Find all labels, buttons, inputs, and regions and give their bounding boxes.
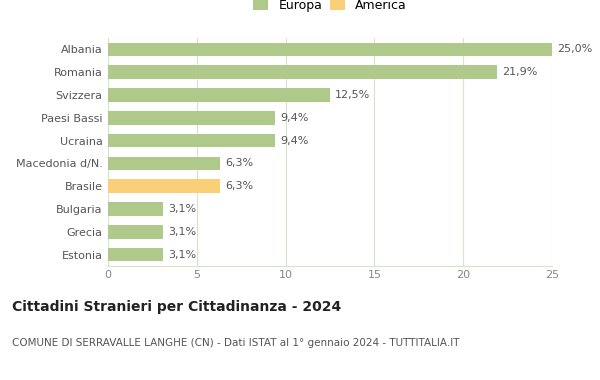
Text: COMUNE DI SERRAVALLE LANGHE (CN) - Dati ISTAT al 1° gennaio 2024 - TUTTITALIA.IT: COMUNE DI SERRAVALLE LANGHE (CN) - Dati …: [12, 338, 460, 348]
Text: 6,3%: 6,3%: [225, 181, 253, 191]
Bar: [108, 202, 163, 216]
Text: 9,4%: 9,4%: [280, 113, 308, 123]
Text: 25,0%: 25,0%: [557, 44, 593, 54]
Bar: [108, 134, 275, 147]
Bar: [108, 88, 330, 102]
Bar: [108, 248, 163, 261]
Legend: Europa, America: Europa, America: [253, 0, 407, 12]
Bar: [108, 157, 220, 170]
Bar: [108, 111, 275, 125]
Text: 9,4%: 9,4%: [280, 136, 308, 146]
Text: 6,3%: 6,3%: [225, 158, 253, 168]
Text: 3,1%: 3,1%: [169, 250, 197, 260]
Text: 21,9%: 21,9%: [502, 67, 538, 77]
Text: 12,5%: 12,5%: [335, 90, 371, 100]
Text: 3,1%: 3,1%: [169, 227, 197, 237]
Text: 3,1%: 3,1%: [169, 204, 197, 214]
Bar: [108, 225, 163, 239]
Bar: [108, 43, 552, 56]
Bar: [108, 65, 497, 79]
Text: Cittadini Stranieri per Cittadinanza - 2024: Cittadini Stranieri per Cittadinanza - 2…: [12, 300, 341, 314]
Bar: [108, 179, 220, 193]
